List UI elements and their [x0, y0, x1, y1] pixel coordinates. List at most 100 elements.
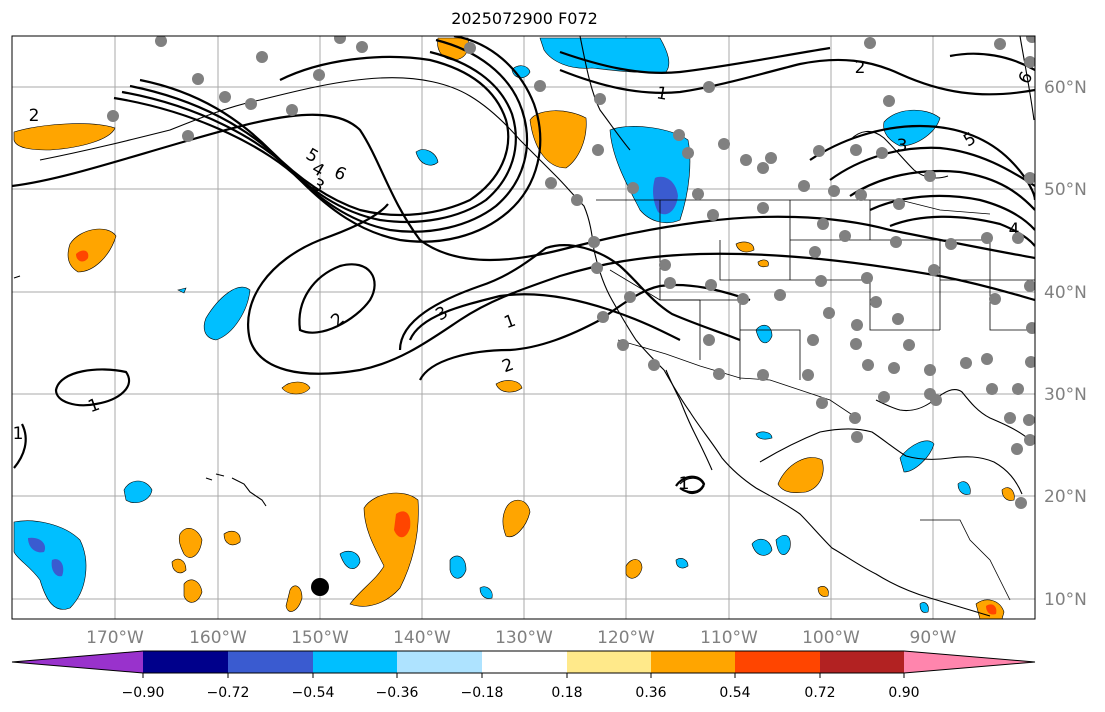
latitude-label: 60°N — [1044, 78, 1087, 98]
blue-region — [899, 440, 935, 473]
longitude-label: 120°W — [597, 628, 655, 648]
colorbar-tick-label: −0.54 — [292, 685, 335, 701]
colorbar-tick-label: −0.90 — [122, 685, 165, 701]
station-dot — [1024, 280, 1035, 292]
blue-region — [177, 287, 187, 294]
station-dot — [765, 152, 777, 164]
station-dot — [851, 431, 863, 443]
station-dots — [107, 36, 1035, 509]
contour-line — [54, 368, 131, 407]
station-dot — [740, 154, 752, 166]
station-dot — [893, 198, 905, 210]
station-dot — [334, 36, 346, 44]
station-dot — [807, 334, 819, 346]
dark-blue-region — [51, 559, 64, 577]
blue-region — [339, 550, 361, 569]
longitude-label: 130°W — [495, 628, 553, 648]
contour-line — [559, 46, 831, 74]
longitude-label: 150°W — [291, 628, 349, 648]
colorbar-segment — [143, 651, 228, 673]
station-dot — [839, 230, 851, 242]
station-dot — [850, 144, 862, 156]
station-dot — [924, 364, 936, 376]
station-dot — [930, 394, 942, 406]
station-dot — [817, 218, 829, 230]
latitude-label: 50°N — [1044, 180, 1087, 200]
latitude-label: 40°N — [1044, 283, 1087, 303]
blue-region — [957, 481, 971, 495]
station-dot — [1023, 414, 1035, 426]
longitude-labels: 170°W 160°W 150°W 140°W 130°W 120°W 110°W 100°W… — [86, 628, 957, 648]
colorbar-segment — [820, 651, 904, 673]
colorbar-tick-label: 0.36 — [635, 685, 666, 701]
station-dot — [870, 296, 882, 308]
station-dot — [737, 293, 749, 305]
contour-label: 1 — [679, 474, 690, 494]
orange-region — [502, 499, 531, 538]
map-frame — [11, 35, 1036, 620]
orange-region — [67, 228, 117, 273]
station-dot — [815, 275, 827, 287]
orange-region — [757, 259, 769, 268]
colorbar-tick-label: −0.36 — [376, 685, 419, 701]
station-dot — [664, 277, 676, 289]
station-dot — [592, 144, 604, 156]
contour-line — [889, 215, 1035, 247]
contour-label: 4 — [1009, 220, 1020, 240]
orange-region — [735, 241, 755, 253]
red-region — [76, 250, 89, 262]
contour-line — [829, 146, 1035, 187]
station-dot — [155, 36, 167, 47]
station-dot — [774, 289, 786, 301]
colorbar-segment — [228, 651, 313, 673]
station-dot — [816, 397, 828, 409]
blue-region — [203, 286, 251, 341]
station-dot — [981, 232, 993, 244]
colorbar-segment — [313, 651, 397, 673]
colorbar-segment — [482, 651, 567, 673]
latitude-label: 20°N — [1044, 487, 1087, 507]
station-dot — [994, 38, 1006, 50]
longitude-label: 170°W — [86, 628, 144, 648]
gridlines — [12, 36, 1035, 619]
contour-line — [13, 423, 27, 469]
contour-label: 3 — [897, 136, 908, 156]
station-dot — [707, 209, 719, 221]
orange-region — [817, 586, 829, 597]
contour-line — [559, 58, 1035, 96]
station-dot — [659, 259, 671, 271]
blue-region — [123, 480, 153, 503]
orange-region — [529, 110, 587, 169]
station-dot — [682, 147, 694, 159]
blue-region — [883, 109, 941, 147]
station-dot — [1012, 383, 1024, 395]
station-dot — [986, 383, 998, 395]
colorbar-tick-label: 0.18 — [551, 685, 582, 701]
station-dot — [849, 412, 861, 424]
contour-line — [408, 293, 681, 341]
station-dot — [1004, 412, 1016, 424]
contour-line — [398, 244, 741, 351]
station-dot — [903, 339, 915, 351]
station-dot — [757, 162, 769, 174]
station-dot — [1024, 434, 1035, 446]
station-dot — [1015, 497, 1027, 509]
station-dot — [597, 311, 609, 323]
station-dot — [850, 338, 862, 350]
map-title: 2025072900 F072 — [451, 9, 598, 28]
station-dot — [813, 145, 825, 157]
blue-region — [675, 558, 689, 569]
station-dot — [713, 368, 725, 380]
station-dot — [981, 353, 993, 365]
station-dot — [245, 98, 257, 110]
station-dot — [627, 182, 639, 194]
station-dot — [1024, 56, 1035, 68]
colorbar-tick-label: −0.72 — [207, 685, 250, 701]
longitude-label: 100°W — [802, 628, 860, 648]
station-dot — [861, 272, 873, 284]
station-dot — [219, 91, 231, 103]
station-dot — [1012, 232, 1024, 244]
station-dot — [705, 279, 717, 291]
station-dot — [890, 236, 902, 248]
colorbar — [11, 650, 1036, 674]
